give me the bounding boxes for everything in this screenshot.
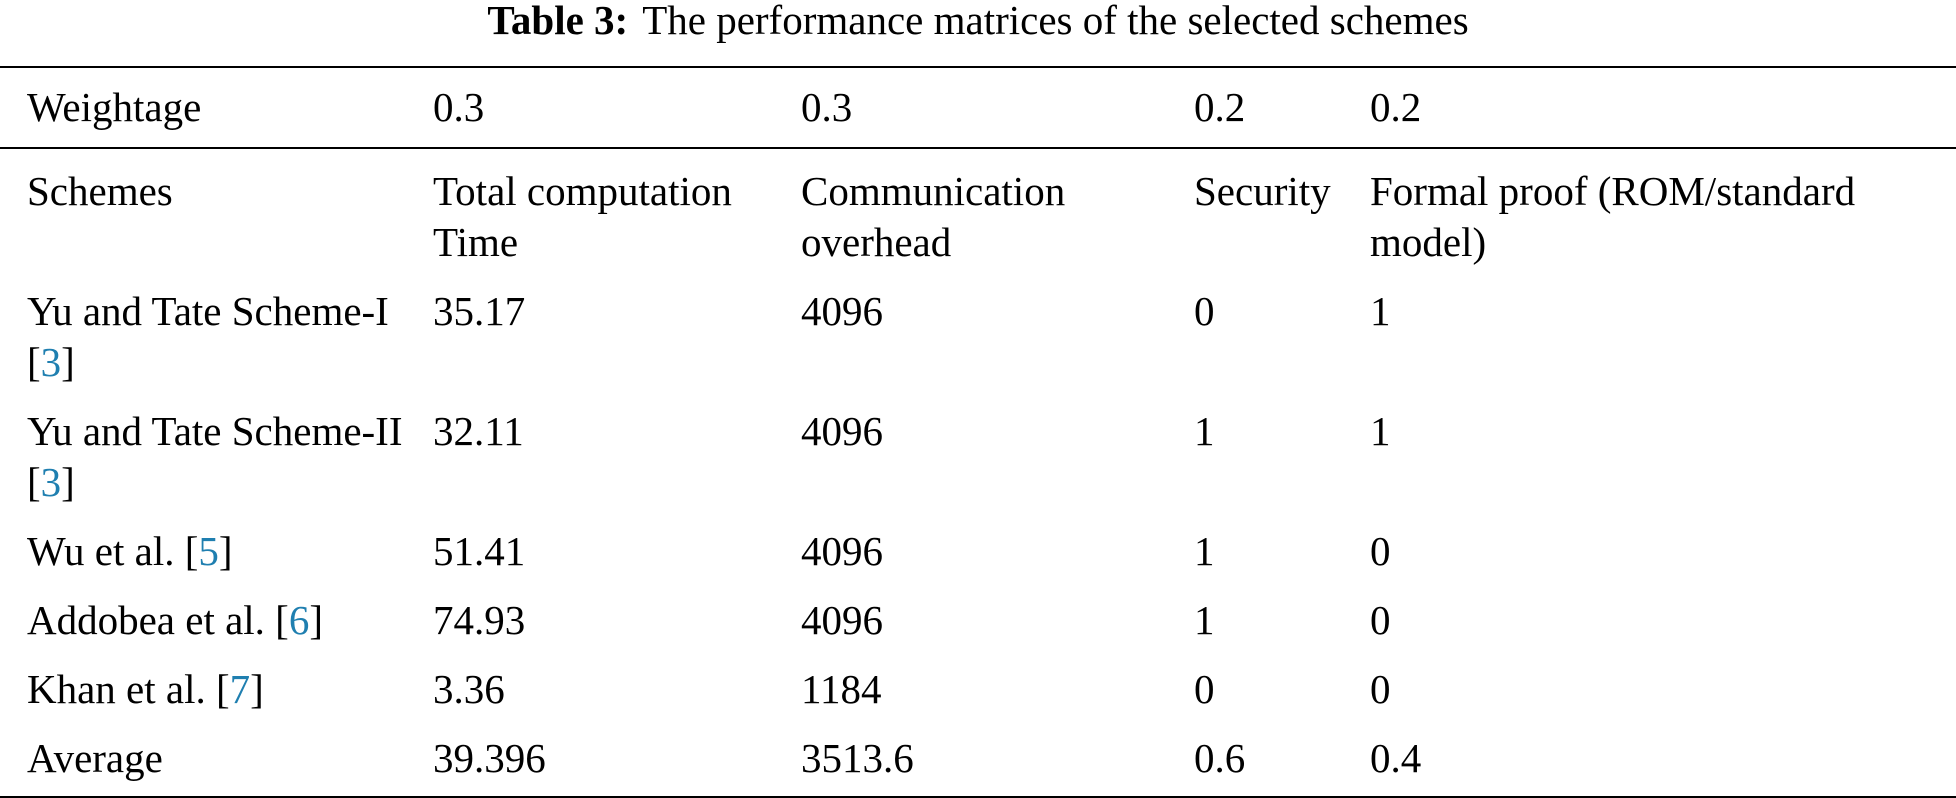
cell-text: ] xyxy=(61,459,75,505)
table-cell: 32.11 xyxy=(433,408,524,454)
table-cell: Schemes xyxy=(0,147,406,277)
performance-table: Weightage 0.3 0.3 0.2 0.2 Schemes Total comput… xyxy=(0,66,1956,798)
citation-link[interactable]: 5 xyxy=(198,528,219,574)
table-cell: 74.93 xyxy=(433,597,526,643)
table-cell: 35.17 xyxy=(433,288,526,334)
citation-link[interactable]: 7 xyxy=(229,666,251,712)
table-cell: 3513.6 xyxy=(774,724,1167,798)
table-cell: Formal proof (ROM/standard model) xyxy=(1343,147,1956,277)
table-cell: Khan et al. [7] xyxy=(0,655,406,724)
table-cell: 0.2 xyxy=(1167,66,1343,148)
table-cell: 0.4 xyxy=(1343,724,1956,798)
citation-link[interactable]: 3 xyxy=(40,339,62,385)
cell-text: ] xyxy=(61,339,75,385)
table-cell: 1 xyxy=(1194,408,1215,454)
table-cell: 4096 xyxy=(801,288,883,334)
cell-text: Yu and Tate Scheme-II [ xyxy=(27,408,403,505)
table-cell: Total computation Time xyxy=(406,147,774,277)
table-cell: Security xyxy=(1167,147,1343,277)
table-cell: Average xyxy=(0,724,406,798)
citation-link[interactable]: 3 xyxy=(40,459,62,505)
table-cell: 0 xyxy=(1194,288,1215,334)
table-cell: Weightage xyxy=(0,66,406,148)
table-cell: Wu et al. [5] xyxy=(0,517,406,586)
table-row: Wu et al. [5] 51.41 4096 1 0 xyxy=(0,517,1956,586)
table-cell: 0 xyxy=(1370,597,1391,643)
table-cell: Yu and Tate Scheme-II [3] xyxy=(0,397,406,517)
table-cell: 4096 xyxy=(801,528,883,574)
caption-title: The performance matrices of the selected… xyxy=(642,0,1469,43)
table-row: Schemes Total computation Time Communicati… xyxy=(0,147,1956,277)
table-cell: 1 xyxy=(1370,288,1391,334)
table-caption: Table 3: The performance matrices of the … xyxy=(0,0,1956,66)
table-cell: 1184 xyxy=(801,666,882,712)
caption-label: Table 3: xyxy=(487,0,629,43)
table-row: Addobea et al. [6] 74.93 4096 1 0 xyxy=(0,586,1956,655)
cell-text: ] xyxy=(250,666,264,712)
table-cell: Addobea et al. [6] xyxy=(0,586,406,655)
table-cell: 1 xyxy=(1194,597,1215,643)
table-row: Khan et al. [7] 3.36 1184 0 0 xyxy=(0,655,1956,724)
table-cell: 0.2 xyxy=(1343,66,1956,148)
table-cell: 51.41 xyxy=(433,528,526,574)
table-cell: 1 xyxy=(1194,528,1215,574)
table-row: Yu and Tate Scheme-I [3] 35.17 4096 0 1 xyxy=(0,277,1956,397)
table-cell: 0.3 xyxy=(406,66,774,148)
cell-text: Wu et al. [ xyxy=(27,528,199,574)
table-cell: 3.36 xyxy=(433,666,505,712)
cell-text: ] xyxy=(309,597,323,643)
table-cell: 0 xyxy=(1194,666,1215,712)
table-cell: Communication overhead xyxy=(774,147,1167,277)
table-cell: 4096 xyxy=(801,408,883,454)
table-cell: 4096 xyxy=(801,597,883,643)
table-row: Average 39.396 3513.6 0.6 0.4 xyxy=(0,724,1956,798)
cell-text: Khan et al. [ xyxy=(27,666,230,712)
table-cell: 39.396 xyxy=(406,724,774,798)
table-cell: Yu and Tate Scheme-I [3] xyxy=(0,277,406,397)
table-cell: 1 xyxy=(1370,408,1391,454)
cell-text: Addobea et al. [ xyxy=(27,597,289,643)
cell-text: ] xyxy=(218,528,233,574)
citation-link[interactable]: 6 xyxy=(288,597,310,643)
table-cell: 0.3 xyxy=(774,66,1167,148)
table-cell: 0 xyxy=(1370,528,1391,574)
table-row: Yu and Tate Scheme-II [3] 32.11 4096 1 1 xyxy=(0,397,1956,517)
table-row: Weightage 0.3 0.3 0.2 0.2 xyxy=(0,66,1956,148)
table-cell: 0 xyxy=(1370,666,1391,712)
table-cell: 0.6 xyxy=(1167,724,1343,798)
cell-text: Yu and Tate Scheme-I [ xyxy=(27,288,389,385)
